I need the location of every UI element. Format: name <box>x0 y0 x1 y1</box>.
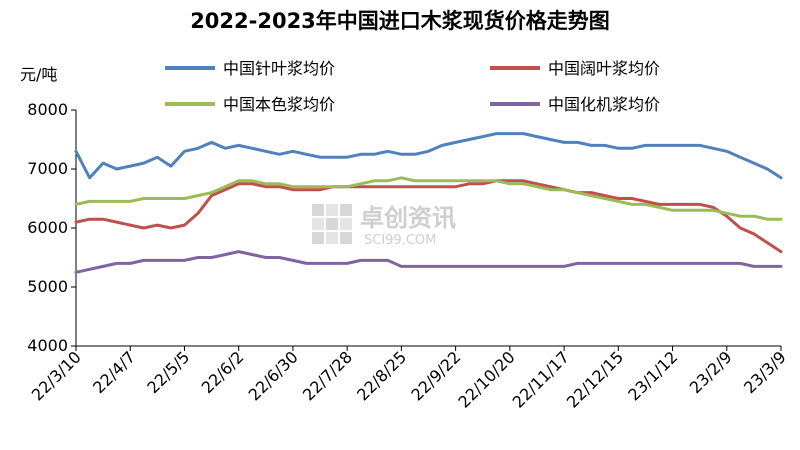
series-line-3 <box>74 176 783 221</box>
watermark-text: 卓创资讯 <box>360 204 456 232</box>
legend-label: 中国本色浆均价 <box>223 95 335 114</box>
x-tick-label: 22/4/7 <box>89 347 139 397</box>
watermark-subtext: SCI99.COM <box>364 233 436 248</box>
legend-item-4: 中国化机浆均价 <box>490 95 660 114</box>
series-layer <box>74 132 783 274</box>
x-tick-label: 22/12/15 <box>563 347 627 411</box>
y-axis-unit-label: 元/吨 <box>20 65 57 84</box>
y-tick-label: 5000 <box>27 277 68 296</box>
legend-item-3: 中国本色浆均价 <box>165 95 335 114</box>
chart-title: 2022-2023年中国进口木浆现货价格走势图 <box>190 9 610 33</box>
x-tick-label: 22/7/28 <box>299 347 356 404</box>
y-tick-label: 7000 <box>27 159 68 178</box>
legend-label: 中国针叶浆均价 <box>223 59 335 78</box>
x-tick-label: 23/1/12 <box>624 347 681 404</box>
x-axis: 22/3/10 22/4/7 22/5/5 22/6/222/6/3022/7/282… <box>28 345 790 412</box>
x-tick-label: 22/8/25 <box>353 347 410 404</box>
series-line-4 <box>74 250 783 274</box>
series-line-2 <box>74 179 783 254</box>
legend-label: 中国阔叶浆均价 <box>548 59 660 78</box>
y-tick-label: 6000 <box>27 218 68 237</box>
legend-label: 中国化机浆均价 <box>548 95 660 114</box>
watermark-logo: 卓创资讯 SCI99.COM <box>312 204 456 248</box>
y-tick-label: 8000 <box>27 100 68 119</box>
y-tick-label: 4000 <box>27 336 68 355</box>
x-tick-label: 22/3/10 <box>28 347 85 404</box>
x-tick-label: 22/11/17 <box>509 347 573 411</box>
legend-item-1: 中国针叶浆均价 <box>165 59 335 78</box>
x-tick-label: 23/3/9 <box>740 347 790 397</box>
series-line-1 <box>74 132 783 180</box>
x-tick-label: 22/6/30 <box>245 347 302 404</box>
x-tick-label: 22/5/5 <box>143 347 193 397</box>
legend-item-2: 中国阔叶浆均价 <box>490 59 660 78</box>
x-tick-label: 22/6/2 <box>198 347 248 397</box>
x-tick-label: 23/2/9 <box>686 347 736 397</box>
x-tick-label: 22/10/20 <box>454 347 518 411</box>
y-axis: 8000 7000 6000 5000 4000 <box>27 100 77 355</box>
watermark-grid-icon <box>312 204 352 244</box>
